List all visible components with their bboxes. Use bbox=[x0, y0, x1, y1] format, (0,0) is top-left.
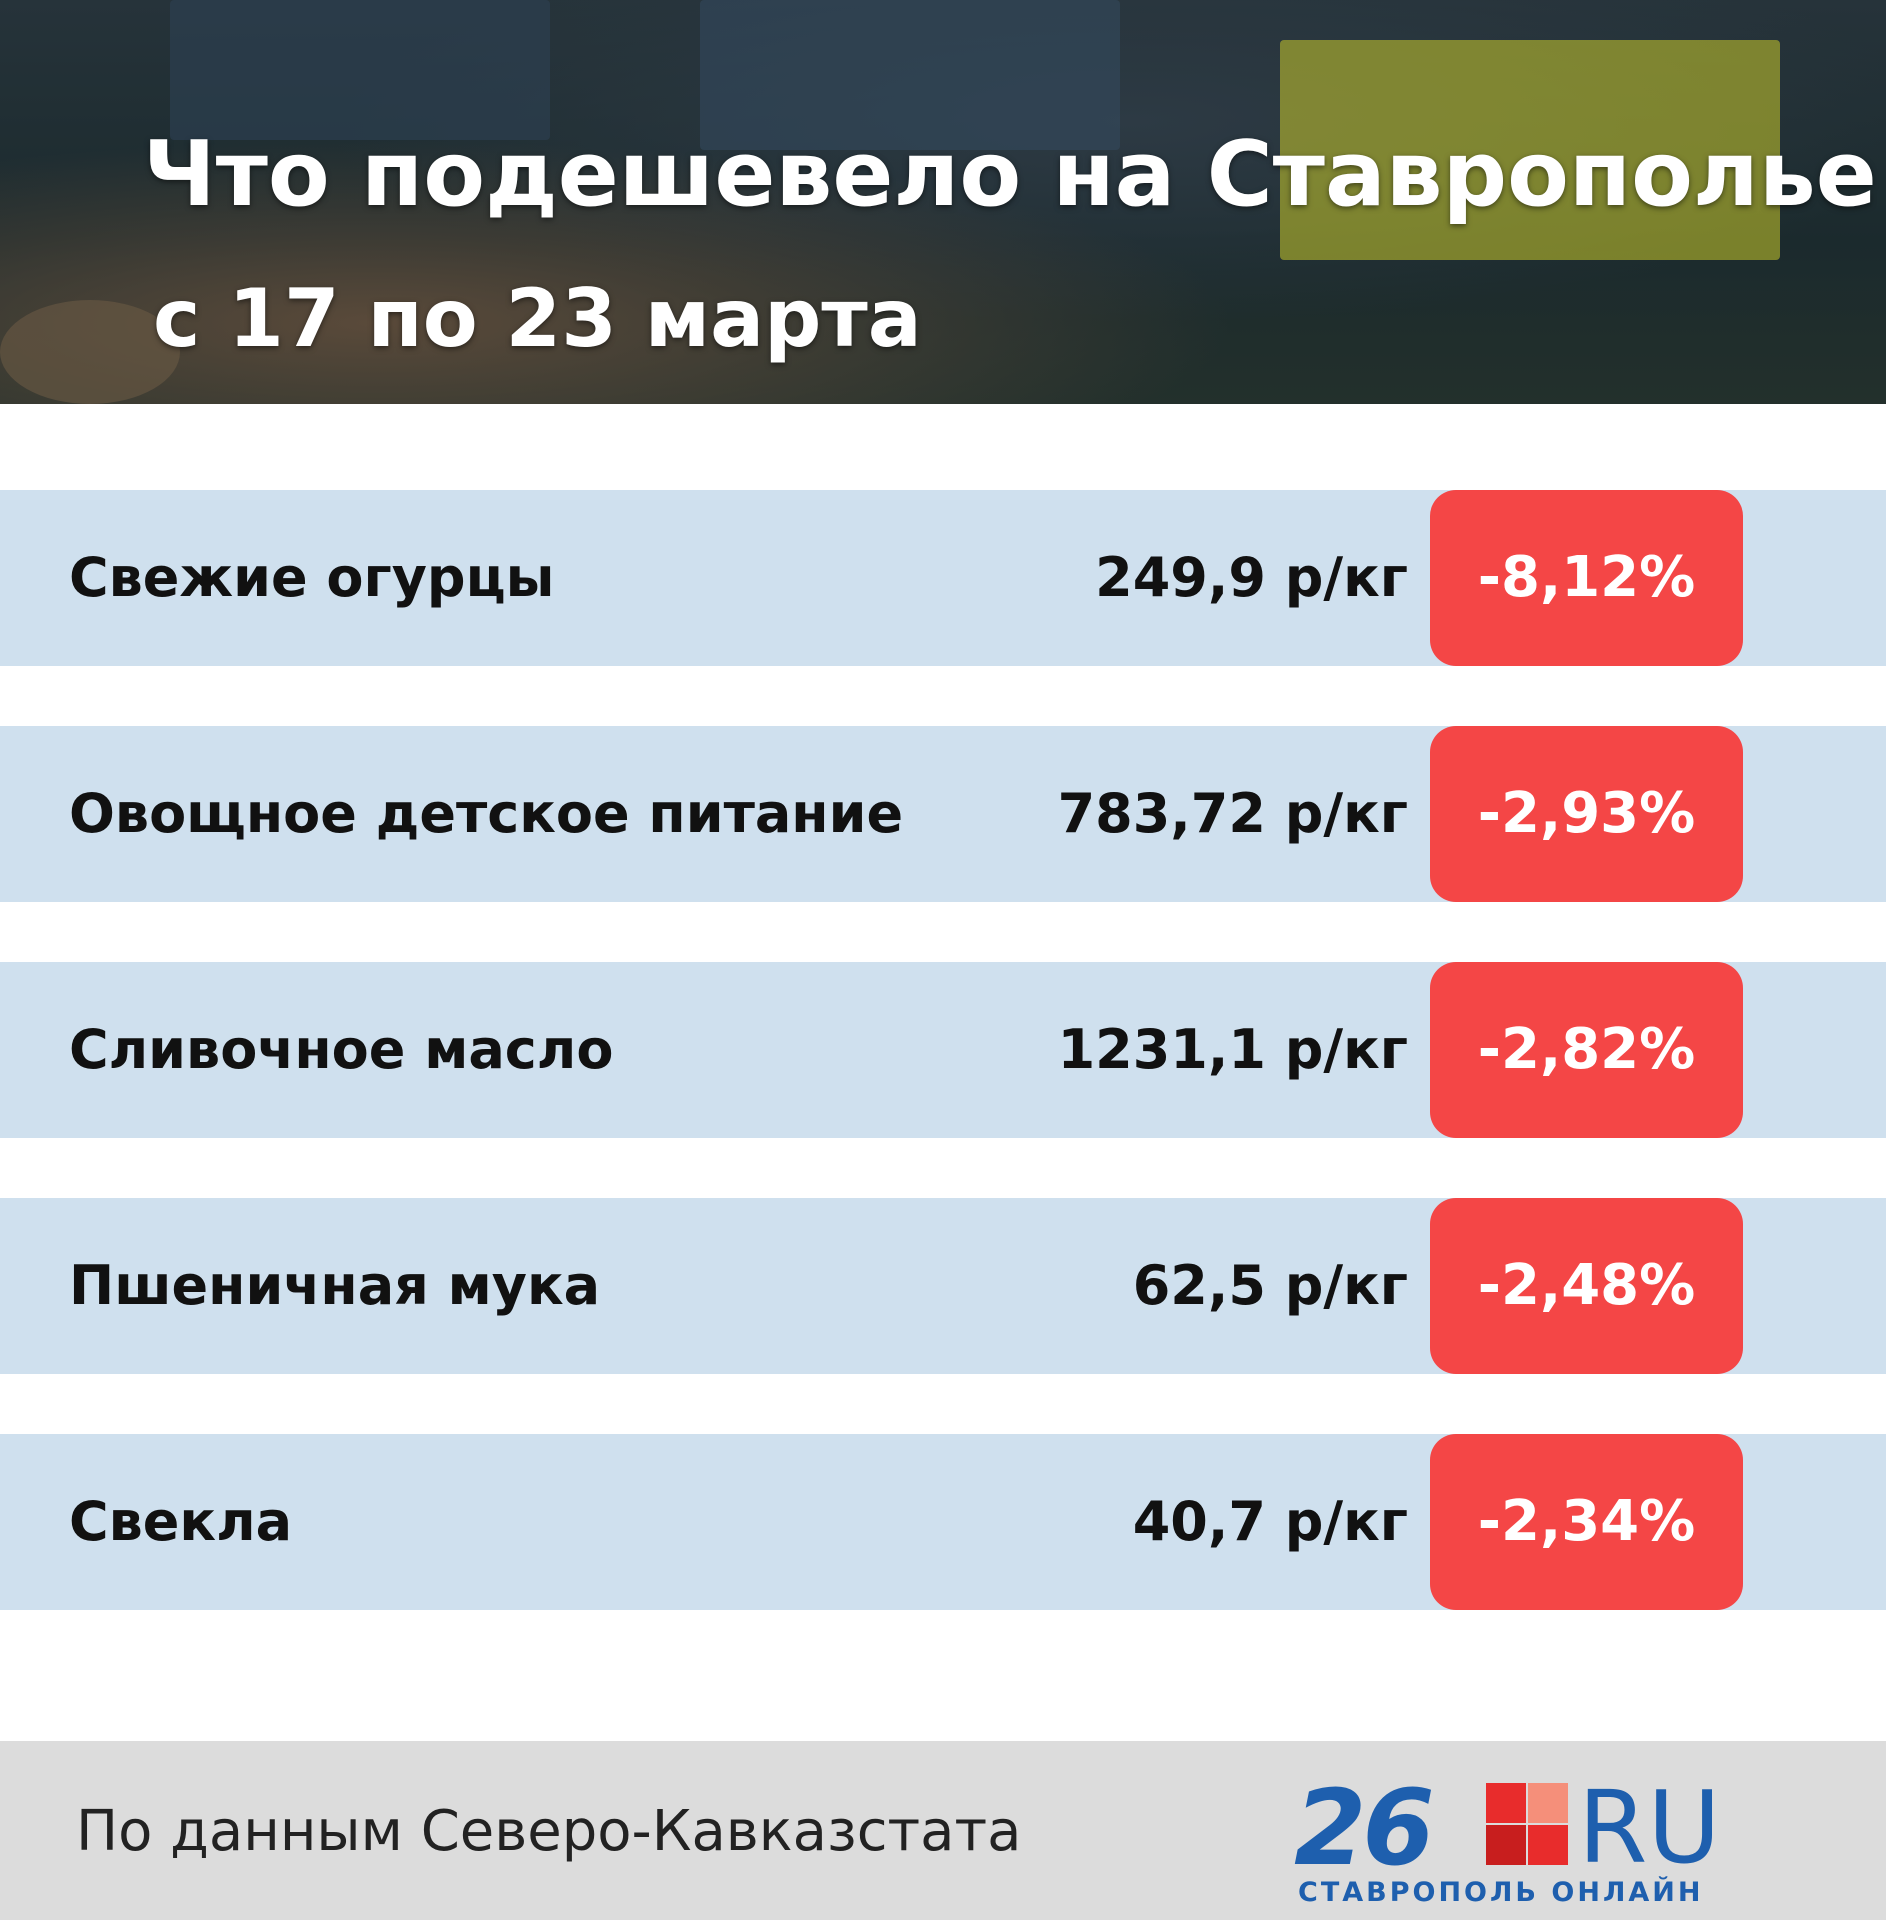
photo-potato bbox=[0, 300, 180, 404]
source: По данным Северо-Кавказстата bbox=[76, 1799, 1022, 1864]
photo-tag bbox=[700, 0, 1120, 150]
price-change: -8,12% bbox=[1430, 490, 1743, 666]
price-row: Пшеничная мука 62,5 р/кг -2,48% bbox=[0, 1198, 1886, 1374]
product-price: 40,7 р/кг bbox=[1132, 1490, 1408, 1553]
logo-icon bbox=[1486, 1783, 1568, 1865]
price-row: Сливочное масло 1231,1 р/кг -2,82% bbox=[0, 962, 1886, 1138]
product-price: 783,72 р/кг bbox=[1057, 782, 1408, 845]
product-price: 249,9 р/кг bbox=[1095, 546, 1408, 609]
product-name: Сливочное масло bbox=[69, 1018, 614, 1081]
logo-domain: RU bbox=[1578, 1769, 1721, 1886]
title: Что подешевело на Ставрополье bbox=[143, 122, 1877, 227]
price-change: -2,93% bbox=[1430, 726, 1743, 902]
price-change: -2,34% bbox=[1430, 1434, 1743, 1610]
product-price: 1231,1 р/кг bbox=[1057, 1018, 1408, 1081]
photo-tag bbox=[170, 0, 550, 140]
subtitle: с 17 по 23 марта bbox=[153, 272, 922, 365]
product-name: Свежие огурцы bbox=[69, 546, 555, 609]
header: Что подешевело на Ставрополье с 17 по 23… bbox=[0, 0, 1886, 404]
price-row: Овощное детское питание 783,72 р/кг -2,93% bbox=[0, 726, 1886, 902]
footer: По данным Северо-Кавказстата 26 RU СТАВР… bbox=[0, 1741, 1886, 1920]
logo-number: 26 bbox=[1294, 1767, 1435, 1889]
logo-tagline: СТАВРОПОЛЬ ОНЛАЙН bbox=[1298, 1877, 1704, 1908]
logo: 26 RU СТАВРОПОЛЬ ОНЛАЙН bbox=[1294, 1767, 1744, 1915]
product-name: Свекла bbox=[69, 1490, 293, 1553]
photo-tag bbox=[1280, 40, 1780, 260]
product-name: Пшеничная мука bbox=[69, 1254, 601, 1317]
price-change: -2,48% bbox=[1430, 1198, 1743, 1374]
price-change: -2,82% bbox=[1430, 962, 1743, 1138]
product-price: 62,5 р/кг bbox=[1132, 1254, 1408, 1317]
price-row: Свекла 40,7 р/кг -2,34% bbox=[0, 1434, 1886, 1610]
price-row: Свежие огурцы 249,9 р/кг -8,12% bbox=[0, 490, 1886, 666]
product-name: Овощное детское питание bbox=[69, 782, 904, 845]
